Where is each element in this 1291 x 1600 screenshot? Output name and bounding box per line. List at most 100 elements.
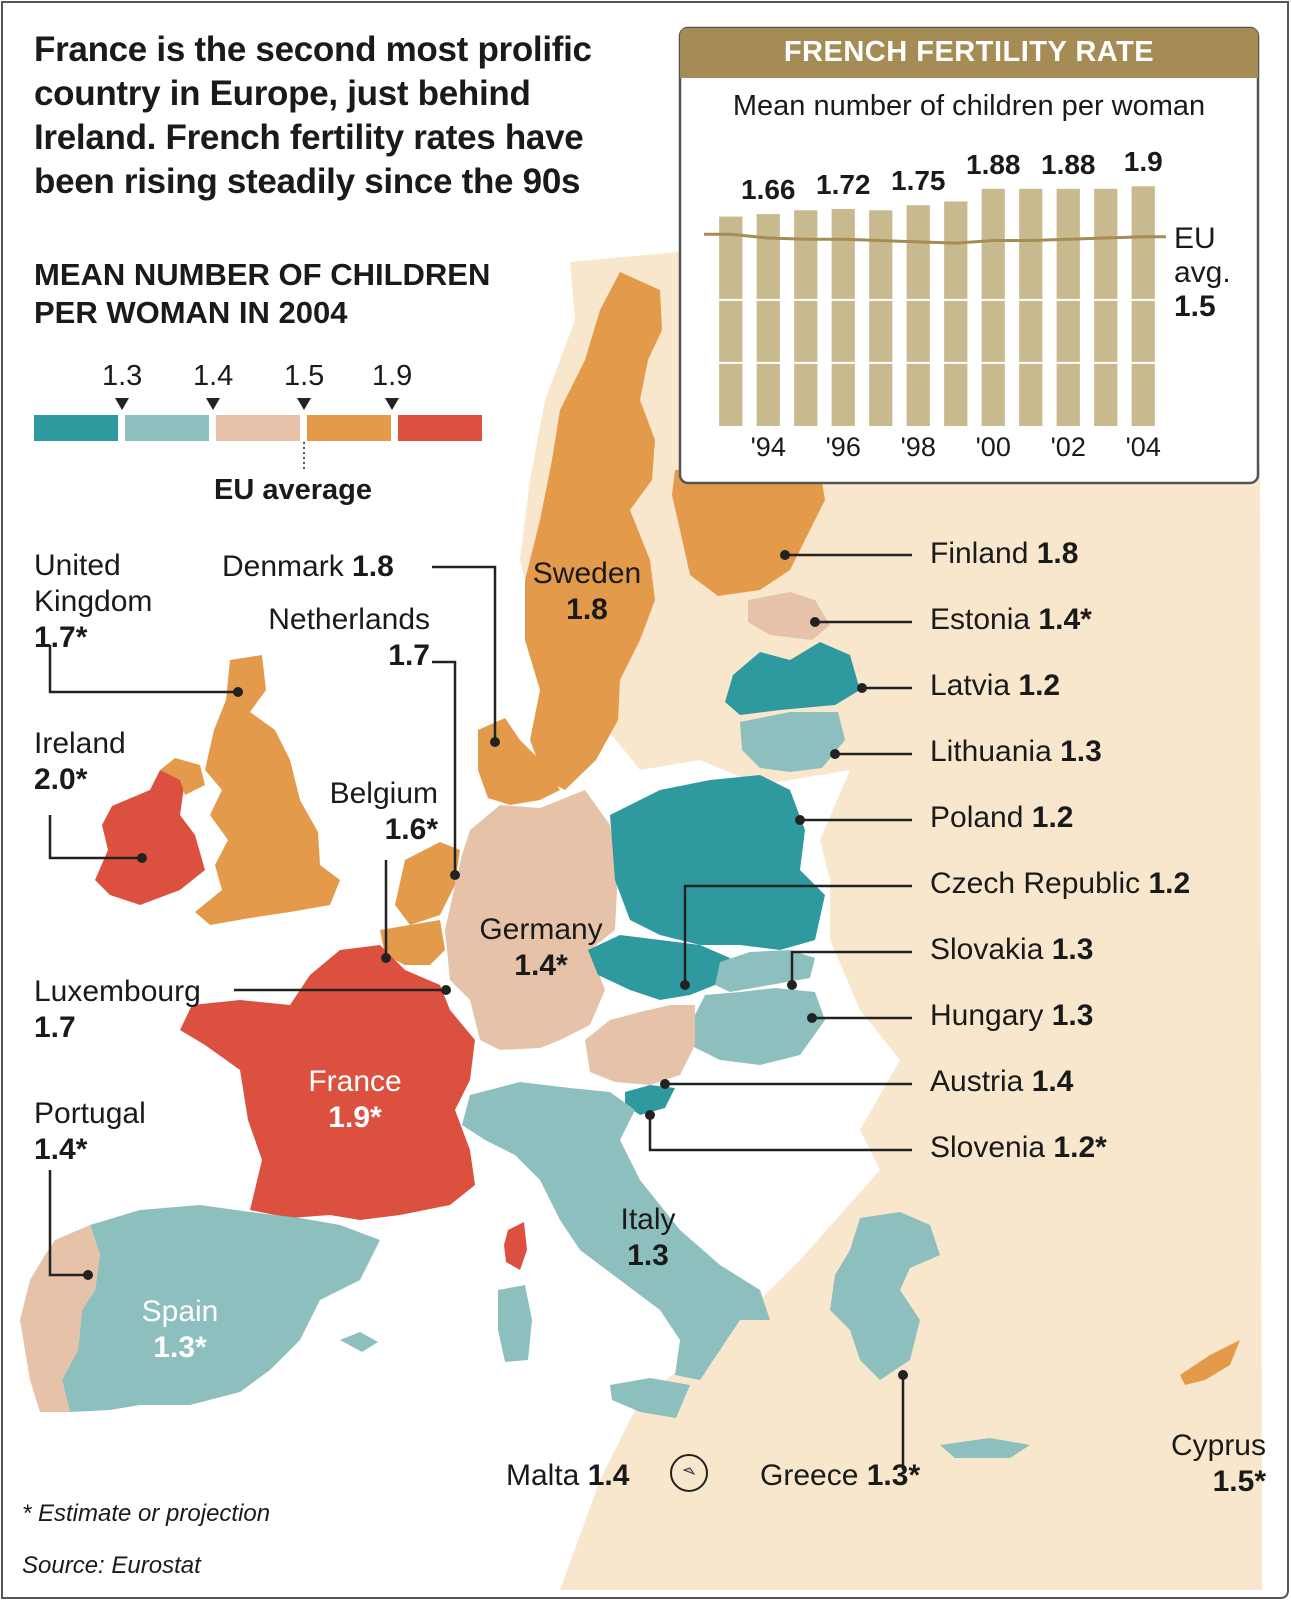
label-finland: Finland 1.8 [930,537,1079,570]
france-shape [180,945,475,1220]
legend-swatch-4 [307,415,391,441]
portugal-shape [20,1225,100,1412]
label-poland: Poland 1.2 [930,801,1074,834]
chart-title: FRENCH FERTILITY RATE [783,36,1155,68]
chart-x-tick-label: '98 [900,432,936,462]
label-sweden: Sweden 1.8 [532,557,642,626]
eu-average-label: EU average [214,474,372,506]
leader-dots [83,550,908,1380]
chart-header [680,28,1258,78]
chart-bar [906,205,930,426]
label-portugal: Portugal 1.4* [34,1097,146,1166]
chart-bar [944,201,968,426]
source: Source: Eurostat [22,1552,201,1579]
chart-bar [981,188,1005,426]
malta-marker [670,1454,708,1492]
label-united-kingdom: United Kingdom 1.7* [34,549,153,654]
legend-tick-label: 1.3 [102,360,143,392]
label-spain: Spain 1.3* [141,1295,219,1364]
germany-shape [445,790,618,1050]
sicily-shape [610,1378,690,1418]
chart-bar [869,210,893,426]
balearic-shape [340,1332,378,1352]
label-cyprus: Cyprus 1.5* [1170,1429,1266,1498]
czech-shape [588,935,730,1000]
legend-color-scale [34,398,482,470]
netherlands-shape [395,842,460,925]
corsica-shape [504,1222,527,1270]
estonia-shape [748,592,830,640]
leader-lines [48,553,912,1470]
label-czech-republic: Czech Republic 1.2 [930,867,1191,900]
label-slovenia: Slovenia 1.2* [930,1131,1107,1164]
uk-shape [195,655,340,925]
chart-bar [794,210,818,426]
label-germany: Germany 1.4* [479,913,603,982]
legend-swatch-3 [216,415,300,441]
latvia-shape [725,642,860,715]
chart-x-tick-label: '04 [1125,432,1161,462]
chart-bar [719,216,743,426]
chart-value-label: 1.9 [1123,146,1163,178]
label-slovakia: Slovakia 1.3 [930,933,1094,966]
chart-bars [719,186,1155,426]
legend-tick-arrow-4 [385,398,399,410]
eu-avg-annotation: EU avg. 1.5 [1174,222,1231,323]
label-denmark: Denmark 1.8 [222,550,394,583]
label-malta: Malta 1.4 [506,1459,630,1492]
greece-shape [830,1212,940,1380]
austria-shape [585,1005,695,1085]
label-france: France 1.9* [308,1065,402,1134]
label-luxembourg: Luxembourg 1.7 [34,975,201,1044]
chart-x-tick-label: '00 [975,432,1011,462]
northern-ireland-shape [160,758,205,795]
hungary-shape [690,988,825,1065]
eu-average-line [704,232,1166,245]
slovenia-shape [625,1085,675,1115]
label-belgium: Belgium 1.6* [329,777,438,846]
finland-shape [672,470,825,596]
label-italy: Italy 1.3 [620,1203,676,1272]
malta-shape [682,1467,696,1476]
slovakia-shape [715,950,815,992]
chart-bar [1131,186,1155,426]
label-latvia: Latvia 1.2 [930,669,1061,702]
label-ireland: Ireland 2.0* [34,727,126,796]
sardinia-shape [498,1285,532,1362]
legend-swatch-5 [398,415,482,441]
italy-shape [462,1082,770,1380]
chart-bar [756,214,780,426]
legend-tick-label: 1.9 [372,360,413,392]
legend-swatch-1 [34,415,118,441]
footnote: * Estimate or projection [22,1500,271,1527]
chart-bar [1019,188,1043,426]
chart-value-label: 1.66 [741,174,796,206]
crete-shape [940,1438,1030,1458]
cyprus-shape [1180,1340,1240,1385]
legend-swatch-2 [125,415,209,441]
label-austria: Austria 1.4 [930,1065,1074,1098]
chart-value-label: 1.75 [891,165,946,197]
label-hungary: Hungary 1.3 [930,999,1094,1032]
label-lithuania: Lithuania 1.3 [930,735,1102,768]
label-greece: Greece 1.3* [760,1459,921,1492]
sweden-shape [525,272,662,790]
chart-bar [1056,188,1080,426]
chart-subtitle: Mean number of children per woman [732,90,1206,122]
spain-shape [62,1205,380,1412]
label-estonia: Estonia 1.4* [930,603,1092,636]
chart-x-tick-label: '94 [750,432,786,462]
belgium-shape [380,920,445,965]
headline: France is the second most prolific count… [34,30,592,201]
legend-title: MEAN NUMBER OF CHILDREN PER WOMAN IN 200… [34,257,491,330]
legend-tick-arrow-2 [206,398,220,410]
fertility-chart [678,26,1260,485]
chart-x-tick-label: '02 [1050,432,1086,462]
chart-value-label: 1.88 [1041,148,1096,180]
legend-tick-label: 1.4 [193,360,234,392]
chart-value-label: 1.72 [816,169,871,200]
legend-tick-label: 1.5 [284,360,325,392]
chart-gridlines [712,298,1162,364]
